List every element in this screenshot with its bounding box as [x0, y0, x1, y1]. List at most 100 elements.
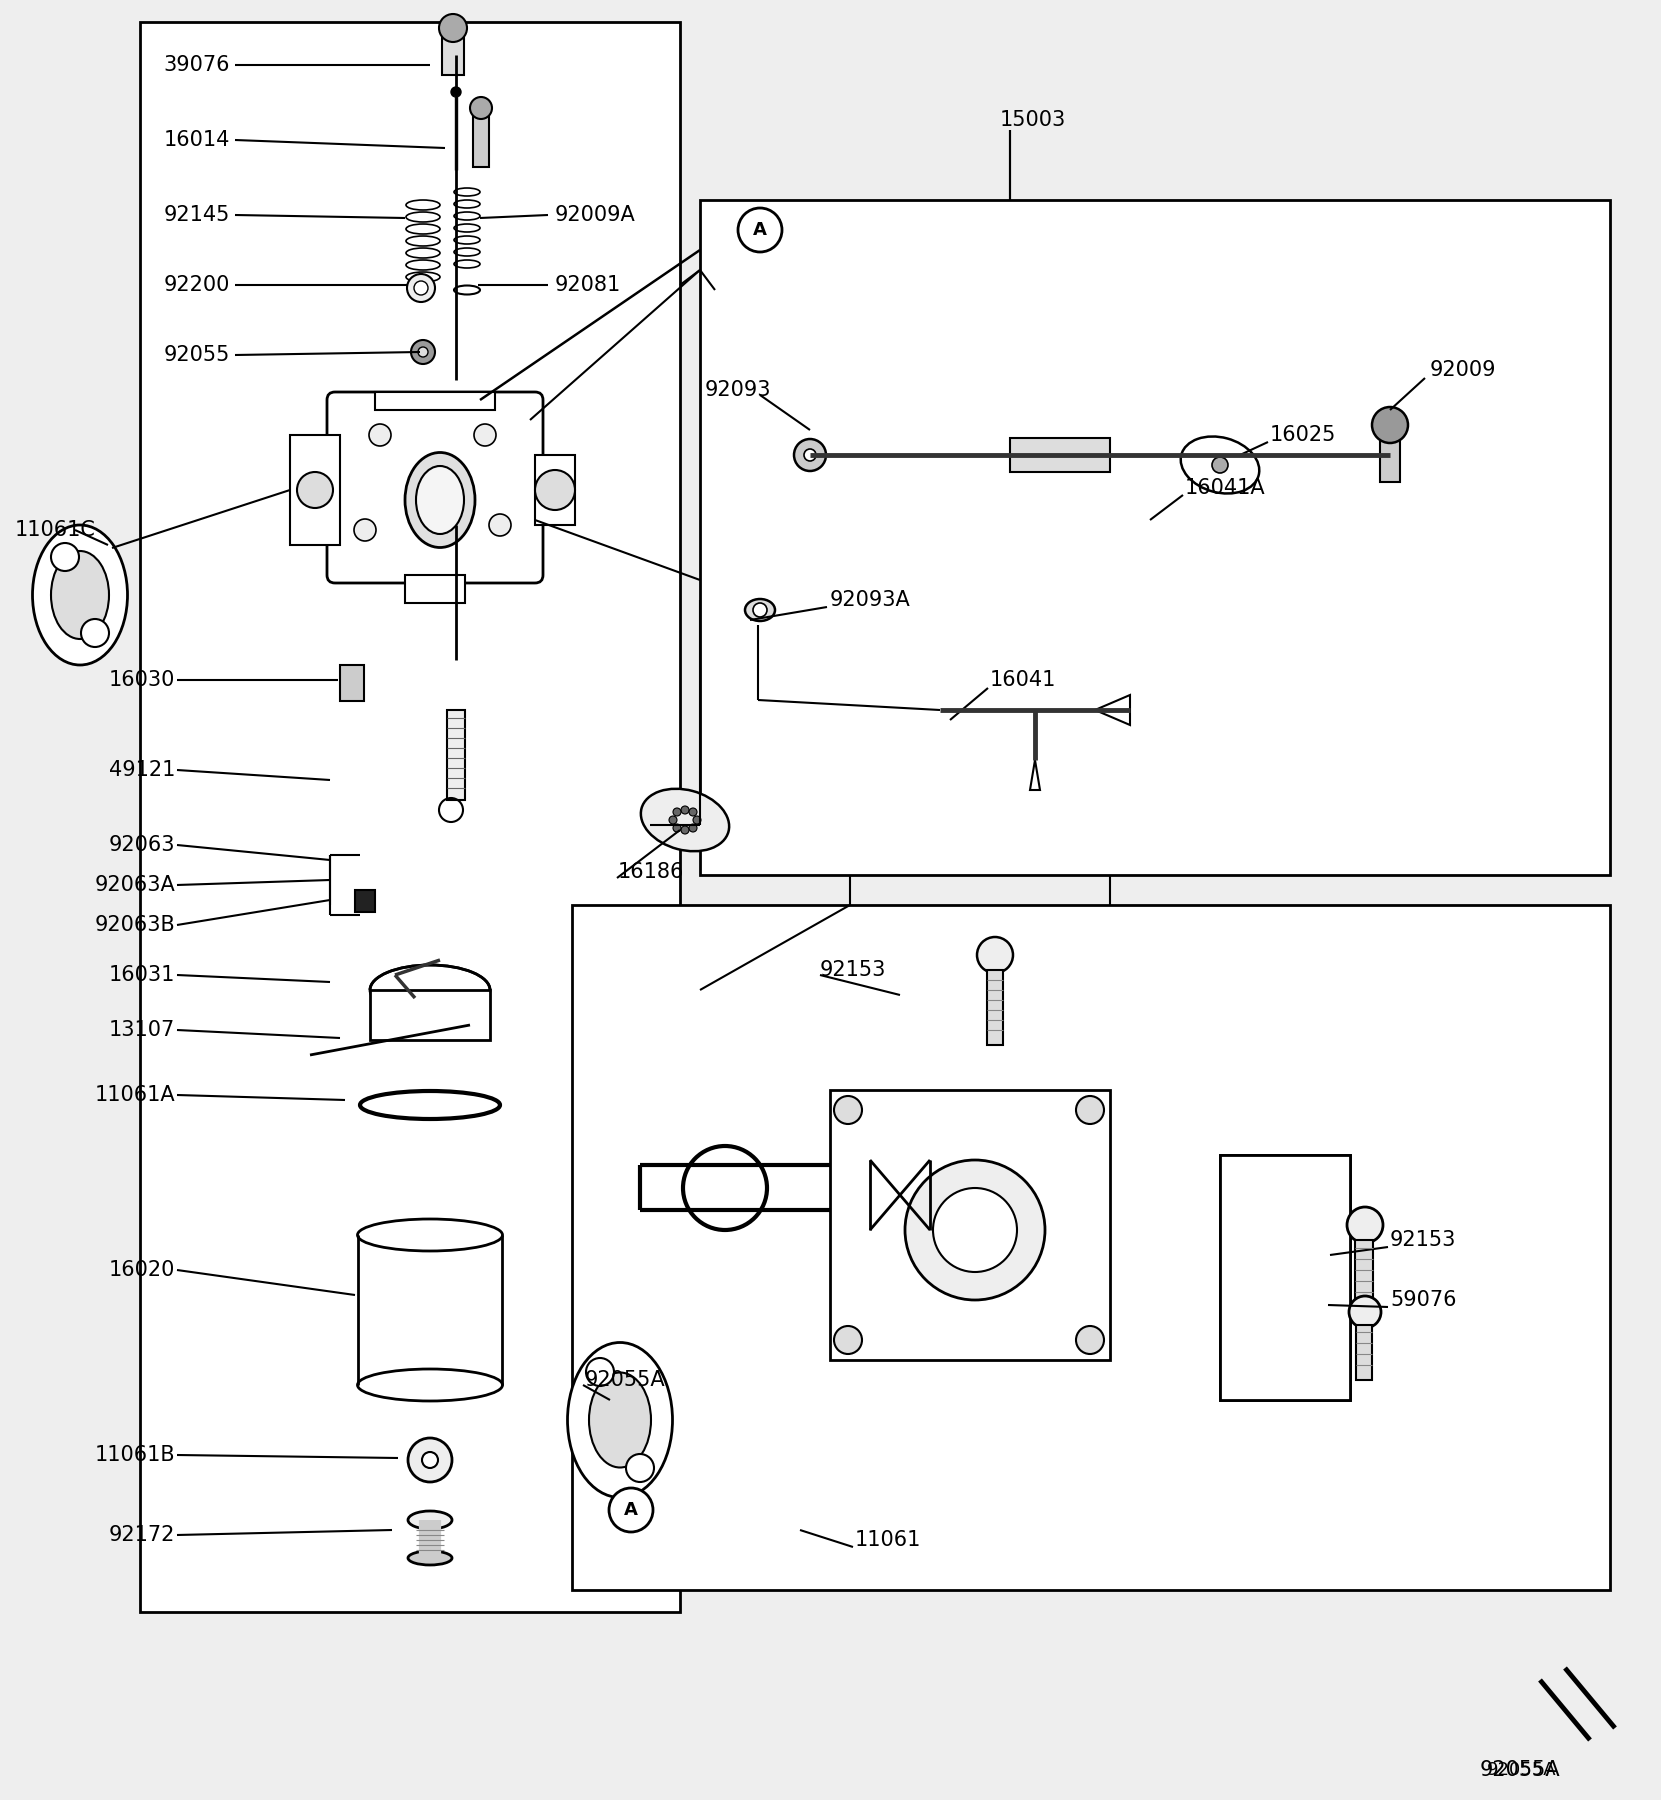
Circle shape: [1076, 1096, 1105, 1123]
Text: 92009A: 92009A: [555, 205, 636, 225]
Polygon shape: [1095, 695, 1129, 725]
Circle shape: [369, 425, 390, 446]
Circle shape: [297, 472, 332, 508]
Text: 11061A: 11061A: [95, 1085, 174, 1105]
Circle shape: [452, 86, 462, 97]
Bar: [447, 709, 465, 799]
Circle shape: [51, 544, 80, 571]
Circle shape: [834, 1327, 862, 1354]
Circle shape: [673, 824, 681, 832]
Text: 92055: 92055: [164, 346, 229, 365]
Text: 11061C: 11061C: [15, 520, 96, 540]
Text: 16041: 16041: [990, 670, 1056, 689]
Text: 92093A: 92093A: [830, 590, 910, 610]
Circle shape: [535, 470, 575, 509]
Text: 39076: 39076: [163, 56, 229, 76]
Ellipse shape: [641, 788, 729, 851]
Circle shape: [1213, 457, 1227, 473]
Bar: [1010, 437, 1110, 472]
Circle shape: [1347, 1208, 1384, 1244]
Circle shape: [410, 340, 435, 364]
Text: 92153: 92153: [1390, 1229, 1457, 1249]
Bar: [355, 889, 375, 913]
Bar: [699, 200, 1610, 875]
Text: 16014: 16014: [164, 130, 229, 149]
Circle shape: [752, 603, 767, 617]
Text: 13107: 13107: [108, 1021, 174, 1040]
Circle shape: [409, 1438, 452, 1481]
Bar: [1355, 1240, 1374, 1305]
Circle shape: [626, 1454, 654, 1481]
Circle shape: [81, 619, 110, 646]
Text: 92081: 92081: [555, 275, 621, 295]
Bar: [370, 990, 490, 1040]
Text: 16041A: 16041A: [1184, 479, 1266, 499]
Bar: [1219, 1156, 1350, 1400]
Bar: [1380, 430, 1400, 482]
Circle shape: [439, 14, 467, 41]
Circle shape: [586, 1357, 615, 1386]
Circle shape: [1349, 1296, 1380, 1328]
Ellipse shape: [370, 965, 490, 1015]
Circle shape: [689, 808, 698, 815]
Circle shape: [905, 1159, 1045, 1300]
Circle shape: [689, 824, 698, 832]
FancyBboxPatch shape: [327, 392, 543, 583]
Text: 59076: 59076: [1390, 1291, 1457, 1310]
Ellipse shape: [357, 1219, 503, 1251]
Bar: [291, 436, 341, 545]
Ellipse shape: [746, 599, 776, 621]
Bar: [535, 455, 575, 526]
Bar: [140, 22, 679, 1613]
Ellipse shape: [568, 1343, 673, 1498]
Circle shape: [470, 97, 492, 119]
Text: 92055A: 92055A: [1480, 1760, 1560, 1780]
Ellipse shape: [33, 526, 128, 664]
Text: 11061B: 11061B: [95, 1445, 174, 1465]
Bar: [341, 664, 364, 700]
Text: 11061: 11061: [855, 1530, 922, 1550]
Ellipse shape: [409, 1552, 452, 1564]
Circle shape: [737, 209, 782, 252]
Circle shape: [422, 1453, 439, 1469]
Circle shape: [834, 1096, 862, 1123]
Ellipse shape: [51, 551, 110, 639]
Text: 92063A: 92063A: [95, 875, 174, 895]
Circle shape: [414, 281, 429, 295]
Circle shape: [419, 347, 429, 356]
Circle shape: [977, 938, 1013, 974]
Bar: [987, 970, 1003, 1046]
Circle shape: [610, 1489, 653, 1532]
Circle shape: [681, 806, 689, 814]
Text: 92055A: 92055A: [585, 1370, 666, 1390]
Circle shape: [804, 448, 816, 461]
Bar: [405, 574, 465, 603]
Text: 16030: 16030: [108, 670, 174, 689]
Text: 92200: 92200: [164, 275, 229, 295]
Ellipse shape: [415, 466, 463, 535]
Text: 92055A: 92055A: [1487, 1760, 1556, 1778]
Circle shape: [669, 815, 678, 824]
Polygon shape: [1030, 760, 1040, 790]
Text: 16186: 16186: [618, 862, 684, 882]
Bar: [571, 905, 1610, 1589]
Text: 92145: 92145: [164, 205, 229, 225]
Bar: [1355, 1325, 1372, 1381]
Text: A: A: [625, 1501, 638, 1519]
Circle shape: [354, 518, 375, 542]
Text: 15003: 15003: [1000, 110, 1066, 130]
Circle shape: [473, 425, 497, 446]
Text: 92009: 92009: [1430, 360, 1497, 380]
Ellipse shape: [409, 1510, 452, 1528]
Circle shape: [933, 1188, 1017, 1273]
Circle shape: [1372, 407, 1409, 443]
Ellipse shape: [1181, 436, 1259, 493]
Text: 16031: 16031: [108, 965, 174, 985]
Circle shape: [1076, 1327, 1105, 1354]
Text: 49121: 49121: [108, 760, 174, 779]
Circle shape: [488, 515, 512, 536]
Circle shape: [407, 274, 435, 302]
Circle shape: [681, 826, 689, 833]
Text: 16025: 16025: [1271, 425, 1337, 445]
Bar: [1219, 1156, 1350, 1400]
